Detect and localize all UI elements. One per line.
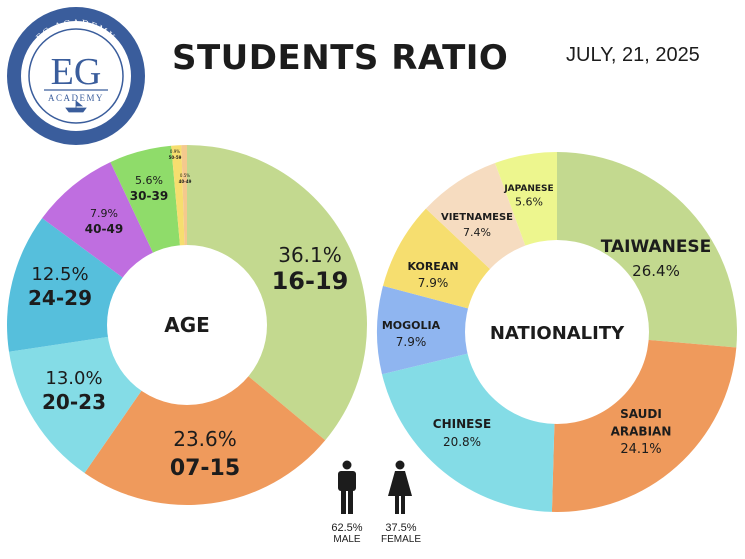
female-label: FEMALE [380, 534, 421, 545]
nationality-value-label-saudi-arabian-1: 24.1% [620, 442, 661, 457]
nationality-value-label-chinese-2: 20.8% [443, 435, 481, 449]
nationality-value-label-korean-4: 7.9% [418, 276, 449, 290]
nationality-category-label-vietnamese-5: VIETNAMESE [441, 212, 513, 223]
page-title: STUDENTS RATIO [172, 38, 509, 78]
male-person-icon [338, 460, 356, 514]
age-value-label-16-19-0: 36.1% [278, 243, 342, 267]
nationality-donut-hole [465, 240, 649, 424]
report-date: JULY, 21, 2025 [566, 44, 700, 66]
age-category-label-16-19-0: 16-19 [272, 267, 349, 295]
nationality-category-label-taiwanese-0: TAIWANESE [601, 237, 712, 257]
age-value-label-40-49-4: 7.9% [90, 207, 118, 220]
nationality-value-label-japanese-6: 5.6% [515, 195, 543, 208]
age-slice-07-15-1 [84, 325, 326, 505]
male-label: MALE [333, 534, 361, 545]
age-value-label-30-39-5: 5.6% [135, 174, 163, 187]
age-value-label-24-29-3: 12.5% [31, 264, 88, 285]
age-center-label: AGE [164, 313, 210, 337]
eg-academy-logo: EG ACADEMY EDUCATION GROUP GRAMMA INC EG… [7, 7, 145, 145]
age-category-label-30-39-5: 30-39 [130, 189, 168, 203]
nationality-value-label-taiwanese-0: 26.4% [632, 262, 680, 280]
nationality-category-label-saudi-arabian-1: SAUDI [620, 407, 662, 421]
svg-text:EG: EG [51, 51, 102, 93]
nationality-center-label: NATIONALITY [490, 323, 625, 344]
nationality-donut-chart: NATIONALITY TAIWANESE 26.4% SAUDI ARABIAN 24.… [377, 152, 738, 513]
age-value-label-40-49-7: 0.5% [180, 173, 190, 178]
age-value-label-20-23-2: 13.0% [45, 368, 102, 389]
age-category-label-50-59-6: 50-59 [169, 155, 182, 160]
nationality-category-label-saudi-arabian-1: ARABIAN [611, 424, 672, 438]
age-category-label-40-49-7: 40-49 [179, 179, 192, 184]
female-percent: 37.5% [385, 522, 417, 534]
male-stat: 62.5% MALE [324, 522, 370, 545]
male-percent: 62.5% [331, 522, 363, 534]
age-category-label-40-49-4: 40-49 [85, 222, 123, 236]
age-value-label-07-15-1: 23.6% [173, 427, 237, 451]
nationality-value-label-vietnamese-5: 7.4% [463, 226, 491, 239]
age-category-label-20-23-2: 20-23 [42, 390, 106, 414]
age-donut-hole [107, 245, 267, 405]
nationality-category-label-mogolia-3: MOGOLIA [382, 319, 441, 332]
age-slice-16-19-0 [187, 145, 367, 441]
age-donut-chart: AGE 36.1%16-19 23.6% 07-15 13.0%20-23 12.5%24… [7, 145, 367, 505]
age-category-label-24-29-3: 24-29 [28, 286, 92, 310]
nationality-category-label-korean-4: KOREAN [407, 260, 458, 273]
age-category-label-07-15-1: 07-15 [170, 456, 240, 481]
female-stat: 37.5% FEMALE [376, 522, 426, 545]
age-value-label-50-59-6: 0.9% [170, 149, 180, 154]
nationality-category-label-japanese-6: JAPANESE [503, 184, 553, 194]
nationality-value-label-mogolia-3: 7.9% [396, 335, 427, 349]
nationality-category-label-chinese-2: CHINESE [433, 417, 491, 431]
female-person-icon [388, 460, 412, 514]
svg-text:ACADEMY: ACADEMY [48, 93, 104, 103]
